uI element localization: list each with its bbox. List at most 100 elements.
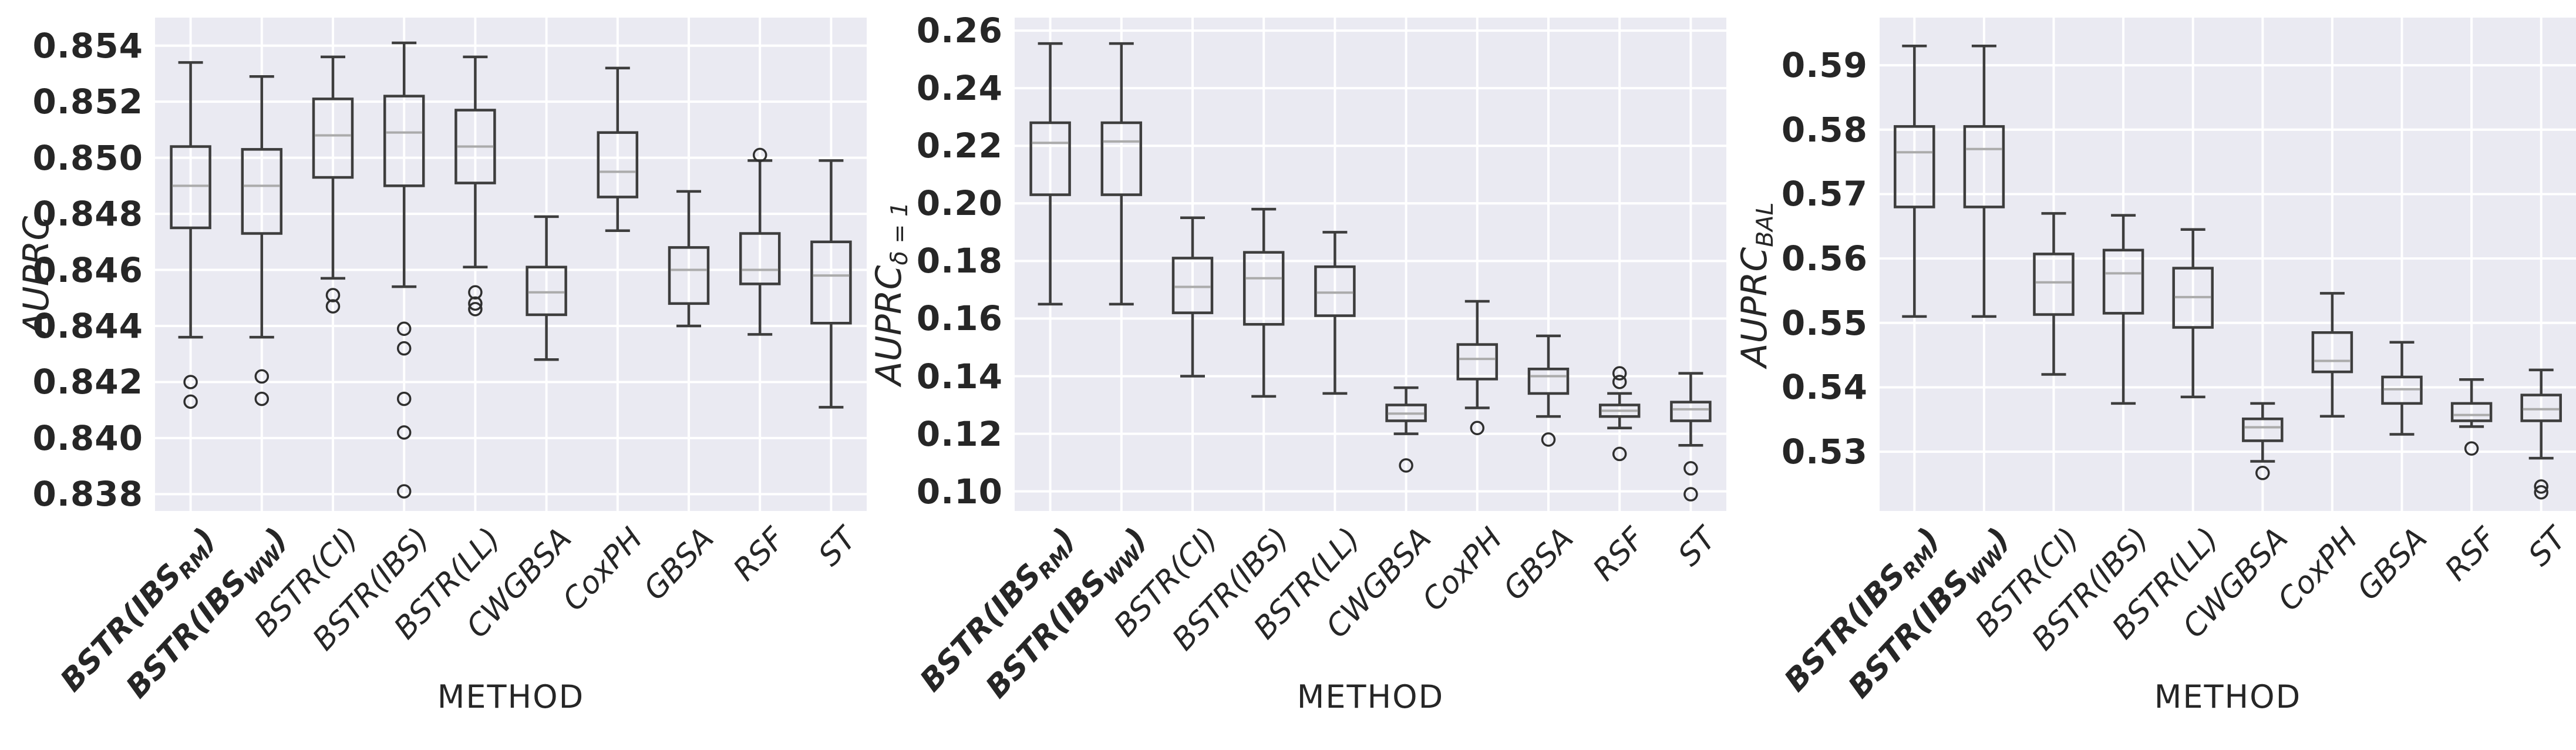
- y-tick-label: 0.58: [1781, 109, 1868, 150]
- outlier-point: [183, 375, 198, 389]
- y-tick-label: 0.57: [1781, 174, 1868, 214]
- x-tick-label-st: ST: [811, 521, 864, 573]
- method-text: BSTR(LL): [1247, 521, 1368, 647]
- method-text: BSTR(CI): [1107, 521, 1225, 644]
- box-bstr-ibs-rm: [170, 61, 211, 409]
- iqr-box: [1963, 125, 2005, 208]
- y-tick-label: 0.18: [916, 241, 1003, 281]
- y-tick-label: 0.850: [32, 137, 143, 178]
- method-text: ST: [811, 521, 864, 573]
- x-tick-label-coxph: CoxPH: [1416, 521, 1510, 618]
- x-tick-label-gbsa: GBSA: [2350, 521, 2434, 607]
- outlier-point: [468, 302, 483, 317]
- box-rsf: [2450, 378, 2493, 456]
- method-text: BSTR(IBS): [2025, 521, 2156, 658]
- y-tick-label: 0.10: [916, 471, 1003, 512]
- box-bstr-ibs-rm: [1029, 42, 1071, 306]
- y-axis-label-subscript: δ = 1: [886, 201, 914, 265]
- y-tick-label: 0.14: [916, 356, 1003, 396]
- method-text: BSTR(LL): [388, 521, 508, 647]
- y-tick-label: 0.26: [916, 11, 1003, 51]
- y-tick-label: 0.54: [1781, 367, 1868, 408]
- outlier-point: [396, 321, 412, 337]
- box-st: [810, 159, 852, 409]
- iqr-box: [739, 232, 781, 285]
- box-gbsa: [668, 190, 710, 328]
- plot-area-auprc-bal: [1880, 18, 2576, 511]
- x-tick-label-bstr-ibs-ww: BSTR(IBSWW): [119, 521, 295, 706]
- outlier-point: [1612, 366, 1627, 381]
- iqr-box: [383, 95, 425, 187]
- iqr-box: [1171, 257, 1214, 314]
- box-bstr-ci: [1171, 216, 1214, 378]
- method-text: BSTR(CI): [248, 521, 365, 644]
- y-axis-label-auprc: AUPRC: [14, 70, 59, 482]
- box-cwgbsa: [526, 215, 567, 361]
- x-tick-label-cwgbsa: CWGBSA: [1319, 521, 1438, 645]
- box-bstr-ibs-ww: [241, 75, 283, 406]
- outlier-point: [254, 369, 270, 384]
- method-text: GBSA: [2350, 521, 2434, 607]
- box-bstr-ibs-ww: [1963, 45, 2005, 318]
- outlier-point: [2534, 479, 2548, 494]
- iqr-box: [2172, 267, 2214, 329]
- box-cwgbsa: [2242, 402, 2284, 480]
- outlier-point: [2534, 485, 2548, 500]
- method-text: BSTR(IBS: [119, 564, 254, 705]
- x-tick-label-bstr-ibs-rm: BSTR(IBSRM): [914, 521, 1084, 699]
- method-text: ): [187, 521, 223, 556]
- iqr-box: [2311, 331, 2353, 374]
- iqr-box: [1527, 367, 1570, 395]
- x-tick-label-coxph: CoxPH: [556, 521, 649, 618]
- iqr-box: [526, 265, 567, 317]
- y-tick-label: 0.844: [32, 306, 143, 346]
- plot-area-auprc: [155, 18, 867, 511]
- iqr-box: [2520, 394, 2562, 422]
- method-text: BSTR(IBS: [914, 557, 1049, 699]
- box-coxph: [597, 66, 639, 232]
- outlier-point: [1683, 487, 1698, 502]
- box-bstr-ibs: [2102, 214, 2144, 405]
- box-bstr-ibs: [383, 41, 425, 499]
- iqr-box: [1242, 251, 1285, 326]
- y-tick-label: 0.846: [32, 250, 143, 290]
- box-bstr-ibs: [1242, 207, 1285, 398]
- y-tick-label: 0.53: [1781, 432, 1868, 472]
- outlier-point: [1683, 461, 1698, 476]
- y-tick-label: 0.16: [916, 298, 1003, 339]
- y-tick-label: 0.840: [32, 418, 143, 458]
- iqr-box: [1385, 403, 1427, 422]
- iqr-box: [2242, 417, 2284, 442]
- outlier-point: [1399, 458, 1413, 473]
- method-text: ): [1047, 521, 1083, 556]
- outlier-point: [2464, 441, 2479, 456]
- method-subscript: RM: [1898, 542, 1940, 584]
- method-text: BSTR(IBS): [1166, 521, 1297, 658]
- plot-background: [1015, 18, 1726, 511]
- method-text: CoxPH: [1416, 521, 1510, 618]
- x-tick-label-bstr-ll: BSTR(LL): [1247, 521, 1368, 647]
- y-axis-label-text: AUPRC: [16, 216, 57, 337]
- method-text: BSTR(IBS: [54, 557, 190, 699]
- method-text: RSF: [726, 521, 793, 588]
- method-text: GBSA: [637, 521, 721, 607]
- y-axis-label-text: AUPRC: [868, 265, 910, 386]
- method-text: ): [1118, 521, 1154, 556]
- x-tick-label-bstr-ci: BSTR(CI): [248, 521, 365, 644]
- method-text: RSF: [2438, 521, 2504, 588]
- iqr-box: [668, 246, 710, 305]
- x-tick-label-rsf: RSF: [1587, 521, 1652, 587]
- method-subscript: RM: [1033, 542, 1076, 584]
- iqr-box: [170, 145, 211, 230]
- outlier-point: [468, 296, 483, 311]
- method-subscript: WW: [1099, 542, 1147, 590]
- y-tick-label: 0.12: [916, 413, 1003, 454]
- x-tick-label-st: ST: [2522, 521, 2574, 573]
- y-axis-label-subscript: BAL: [1752, 202, 1779, 247]
- method-text: GBSA: [1497, 521, 1581, 607]
- box-cwgbsa: [1385, 386, 1427, 473]
